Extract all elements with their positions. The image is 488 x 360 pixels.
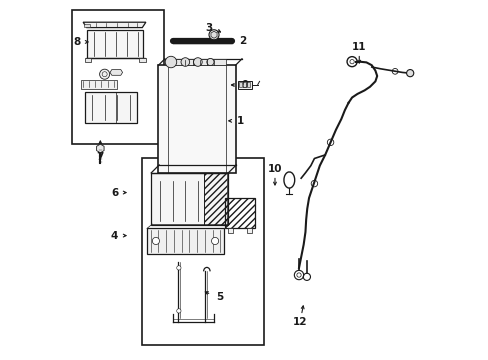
Circle shape (193, 58, 202, 66)
Circle shape (208, 30, 219, 40)
Text: 7: 7 (97, 152, 104, 162)
Text: 6: 6 (111, 188, 118, 198)
Text: 8: 8 (73, 37, 80, 47)
Text: 12: 12 (292, 317, 306, 327)
Bar (139, 58, 145, 62)
Text: 4: 4 (111, 231, 118, 240)
Text: 9: 9 (241, 80, 248, 90)
Text: 10: 10 (267, 164, 282, 174)
Circle shape (406, 69, 413, 77)
Text: 1: 1 (236, 116, 244, 126)
Bar (247, 82, 249, 87)
Bar (158, 65, 235, 173)
Bar (84, 58, 91, 62)
Bar (83, 24, 90, 27)
Bar (147, 228, 224, 253)
Bar (246, 228, 252, 233)
Bar (243, 82, 245, 87)
Circle shape (100, 69, 109, 79)
Circle shape (165, 56, 176, 68)
Text: 11: 11 (351, 42, 366, 52)
Bar (203, 173, 226, 225)
Bar (224, 198, 255, 228)
Bar (238, 81, 251, 89)
Bar (239, 82, 242, 87)
Text: 3: 3 (204, 23, 212, 33)
Polygon shape (110, 69, 122, 75)
Bar (168, 59, 225, 65)
Bar (158, 65, 168, 173)
Bar (151, 173, 228, 225)
Circle shape (176, 266, 181, 270)
Bar (225, 65, 235, 173)
Bar (81, 80, 117, 89)
Text: 5: 5 (215, 292, 223, 302)
Circle shape (206, 58, 214, 66)
Bar (87, 30, 142, 58)
Text: 2: 2 (239, 36, 246, 46)
Bar (227, 228, 233, 233)
Bar (142, 158, 264, 345)
Circle shape (152, 237, 159, 244)
Bar (116, 92, 136, 123)
Polygon shape (83, 22, 145, 28)
Bar (85, 92, 137, 123)
Circle shape (181, 58, 189, 66)
Circle shape (176, 309, 181, 313)
Bar (72, 10, 163, 144)
Circle shape (211, 237, 218, 244)
